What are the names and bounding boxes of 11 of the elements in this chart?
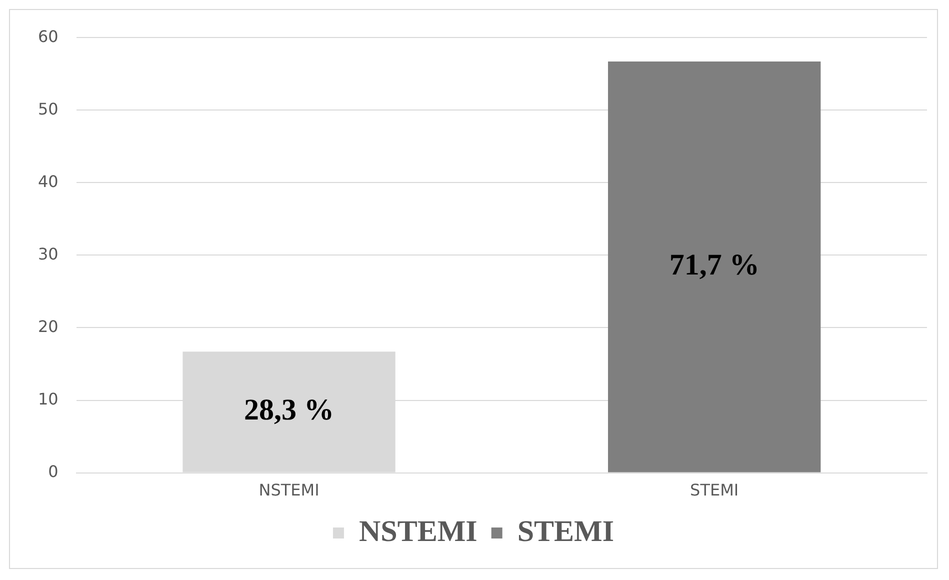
y-tick-label: 50 <box>38 99 58 118</box>
y-tick-label: 30 <box>38 244 58 264</box>
y-tick-label: 0 <box>48 462 58 481</box>
y-tick-label: 60 <box>38 26 58 46</box>
legend-label: NSTEMI <box>358 514 478 548</box>
y-tick-label: 40 <box>38 172 58 191</box>
annotation: 28,3 % <box>244 394 334 427</box>
y-tick-label: 20 <box>38 316 58 336</box>
legend-label: STEMI <box>517 514 614 548</box>
y-tick-label: 10 <box>38 389 58 408</box>
annotation: 71,7 % <box>669 248 760 282</box>
